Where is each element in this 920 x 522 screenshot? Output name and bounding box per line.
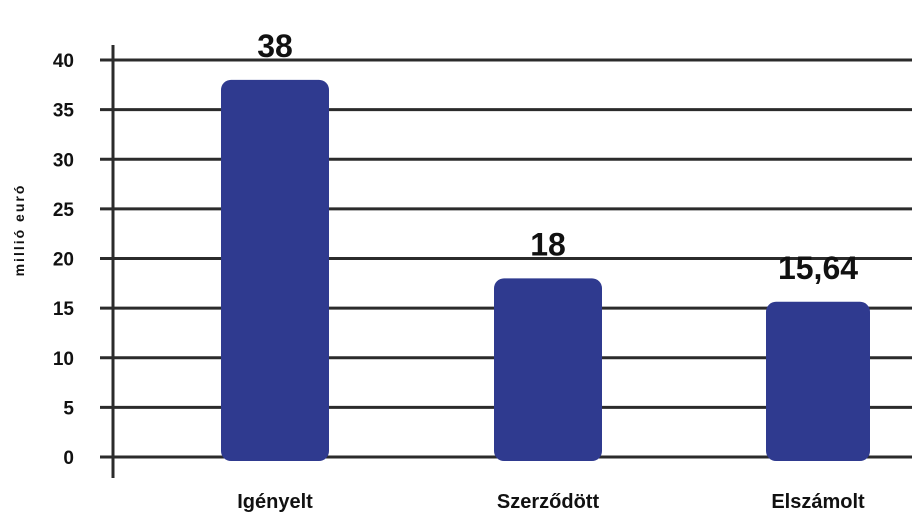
bars bbox=[221, 79, 870, 461]
x-tick-labels: Igényelt Szerződött Elszámolt bbox=[237, 491, 865, 513]
y-tick-label: 40 bbox=[53, 51, 74, 72]
data-label: 15,64 bbox=[778, 250, 858, 286]
x-tick-label: Szerződött bbox=[497, 491, 600, 513]
y-tick-label: 5 bbox=[63, 398, 74, 419]
bar bbox=[494, 278, 602, 461]
x-tick-label: Elszámolt bbox=[771, 491, 865, 513]
y-tick-label: 25 bbox=[53, 200, 75, 221]
y-tick-labels: 0 5 10 15 20 25 30 35 40 bbox=[53, 51, 75, 469]
data-label: 18 bbox=[530, 226, 566, 262]
y-tick-label: 0 bbox=[63, 448, 74, 469]
data-label: 38 bbox=[257, 28, 293, 64]
x-tick-label: Igényelt bbox=[237, 491, 313, 513]
y-tick-label: 10 bbox=[53, 349, 74, 370]
y-tick-label: 20 bbox=[53, 250, 74, 271]
y-tick-label: 30 bbox=[53, 150, 74, 171]
y-tick-label: 15 bbox=[53, 299, 75, 320]
bar bbox=[221, 79, 329, 461]
value-labels: 38 18 15,64 bbox=[257, 28, 858, 286]
y-axis-title: millió euró bbox=[11, 184, 27, 277]
y-tick-label: 35 bbox=[53, 101, 75, 122]
bar bbox=[766, 301, 870, 461]
